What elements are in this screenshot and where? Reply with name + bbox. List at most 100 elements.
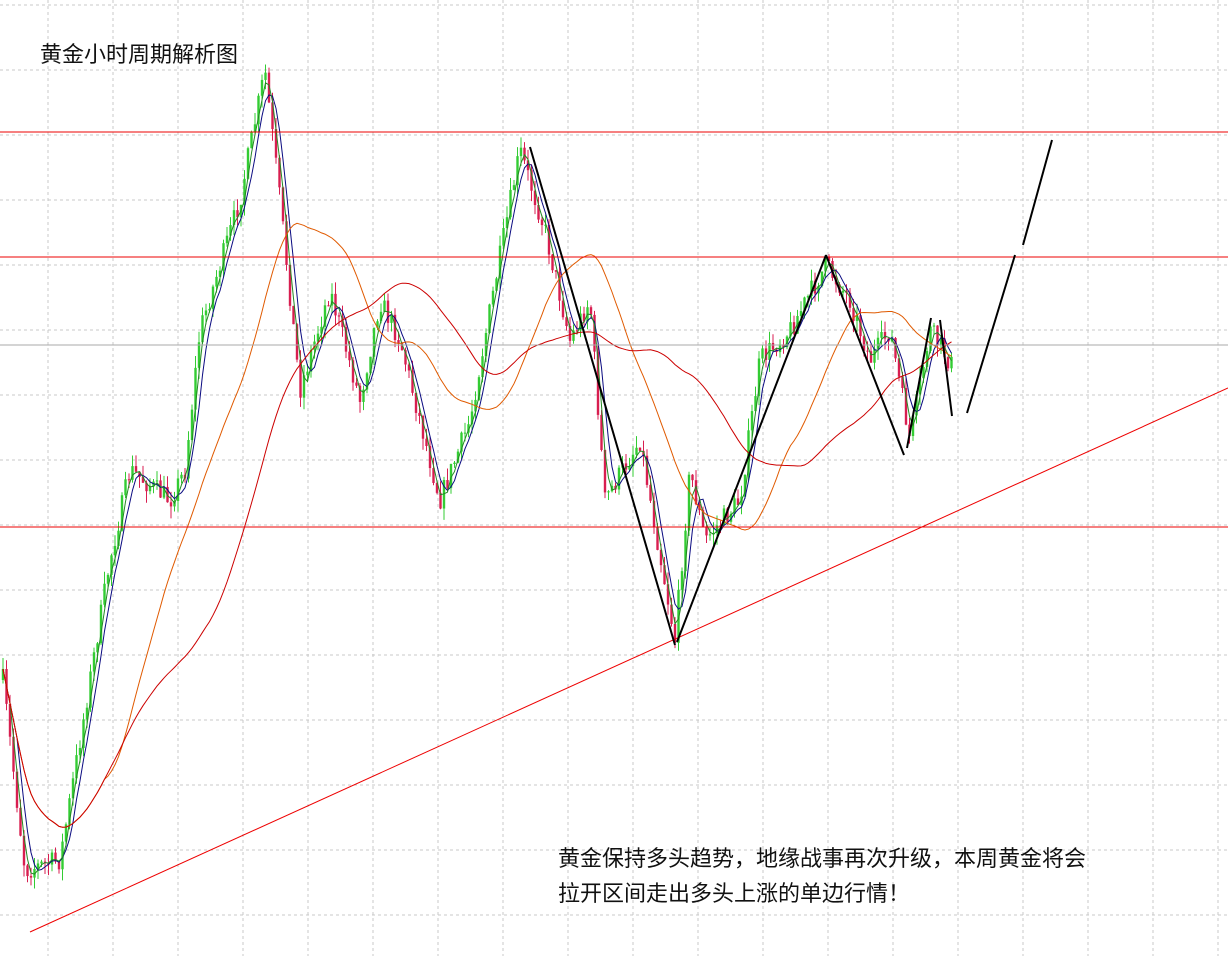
- candle-body: [211, 286, 215, 309]
- candle-body: [918, 378, 922, 395]
- candle-body: [267, 72, 271, 103]
- candle-body: [155, 480, 159, 482]
- candle-body: [827, 256, 831, 262]
- candle-body: [645, 455, 649, 485]
- candle-body: [491, 290, 495, 305]
- candle-body: [446, 480, 449, 489]
- candle-body: [75, 755, 78, 779]
- candle-body: [568, 325, 572, 341]
- candle-body: [439, 492, 442, 509]
- candle-body: [750, 411, 754, 431]
- candle-body: [915, 394, 918, 416]
- candle-body: [393, 314, 397, 341]
- candle-body: [687, 474, 691, 531]
- candle-body: [190, 409, 194, 441]
- candle-body: [110, 555, 113, 575]
- candle-body: [558, 271, 561, 301]
- candle-body: [264, 72, 267, 80]
- candle-body: [103, 583, 106, 605]
- candle-body: [715, 525, 719, 533]
- candle-body: [726, 508, 729, 522]
- candle-body: [134, 466, 138, 472]
- candle-body: [71, 778, 75, 799]
- candle-body: [36, 863, 40, 869]
- candle-body: [666, 584, 670, 605]
- candle-body: [187, 440, 190, 479]
- candle-body: [141, 476, 145, 483]
- candle-body: [218, 270, 222, 277]
- candle-body: [544, 224, 547, 226]
- candle-body: [502, 227, 505, 246]
- candle-body: [197, 342, 201, 368]
- candle-body: [551, 254, 554, 271]
- candle-body: [649, 484, 652, 501]
- candle-body: [250, 131, 253, 149]
- candle-body: [355, 382, 358, 386]
- candle-body: [194, 367, 197, 410]
- candle-body: [372, 327, 376, 357]
- candle-body: [855, 315, 859, 321]
- wave-line: [939, 319, 953, 417]
- candle-body: [421, 415, 425, 439]
- candle-body: [743, 474, 747, 497]
- candle-body: [22, 835, 26, 866]
- candle-body: [684, 530, 687, 572]
- candle-body: [880, 331, 883, 338]
- candle-body: [936, 325, 939, 346]
- candle-body: [925, 350, 929, 368]
- candle-body: [89, 671, 92, 708]
- candle-body: [397, 340, 400, 344]
- candle-body: [533, 190, 537, 206]
- candle-body: [40, 861, 43, 864]
- chart-title: 黄金小时周期解析图: [40, 43, 238, 68]
- candle-body: [1, 669, 5, 680]
- candle-body: [897, 358, 901, 377]
- candle-body: [806, 296, 810, 298]
- candle-body: [628, 466, 631, 470]
- candle-body: [246, 148, 250, 179]
- candle-body: [764, 348, 768, 360]
- wave-line: [1022, 139, 1053, 246]
- candle-body: [365, 373, 369, 390]
- candle-body: [719, 525, 722, 527]
- candle-body: [124, 479, 127, 496]
- candle-body: [348, 351, 351, 361]
- candle-body: [792, 322, 796, 334]
- candle-body: [810, 280, 813, 297]
- candle-body: [722, 508, 726, 526]
- candle-body: [708, 534, 712, 536]
- candle-body: [729, 513, 733, 522]
- candle-body: [589, 307, 593, 315]
- candle-body: [85, 707, 89, 720]
- candle-body: [561, 300, 565, 318]
- candle-body: [477, 377, 481, 400]
- candle-body: [680, 571, 684, 590]
- candle-body: [418, 412, 421, 416]
- candle-body: [771, 342, 775, 350]
- candle-body: [236, 210, 239, 218]
- candle-body: [78, 747, 82, 756]
- candle-body: [19, 807, 22, 836]
- annotation: 拉开区间走出多头上涨的单边行情！: [558, 882, 910, 907]
- wave-line: [676, 254, 827, 643]
- candle-body: [120, 495, 124, 531]
- candle-body: [358, 385, 362, 402]
- candle-body: [99, 604, 103, 644]
- candle-body: [946, 357, 950, 369]
- candle-body: [470, 411, 474, 425]
- candle-body: [225, 235, 229, 244]
- candle-body: [509, 189, 512, 218]
- candle-body: [663, 565, 666, 585]
- candle-body: [337, 315, 341, 317]
- candle-body: [705, 526, 708, 536]
- candle-body: [127, 479, 131, 481]
- candle-body: [852, 307, 855, 321]
- candle-body: [68, 798, 71, 825]
- candle-body: [425, 438, 428, 447]
- candle-body: [292, 305, 295, 325]
- wave-line: [825, 254, 905, 456]
- candle-body: [285, 221, 288, 265]
- candle-body: [257, 95, 260, 125]
- candle-body: [313, 341, 316, 350]
- candle-body: [330, 293, 334, 306]
